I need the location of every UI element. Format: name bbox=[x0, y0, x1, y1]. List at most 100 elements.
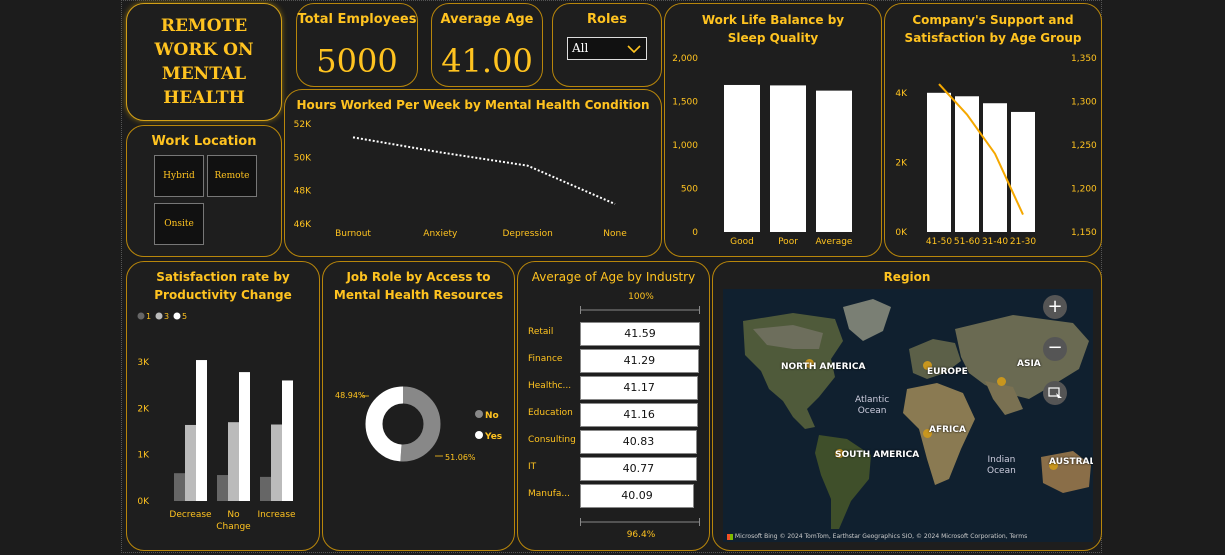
industry-label: Manufa... bbox=[528, 489, 570, 499]
hours-x-tick: None bbox=[603, 229, 627, 239]
support-chart-title: Company's Support and Satisfaction by Ag… bbox=[904, 13, 1082, 45]
prod-bar bbox=[217, 475, 228, 501]
region-bubble-asia[interactable] bbox=[997, 377, 1006, 386]
support-bar bbox=[955, 96, 979, 232]
industry-bar: 40.77 bbox=[580, 457, 697, 481]
map-label-atlantic-ocean: Atlantic Ocean bbox=[855, 395, 890, 416]
industry-label: Education bbox=[528, 408, 573, 418]
industry-bottom-scale bbox=[580, 518, 700, 526]
region-bubble-africa[interactable] bbox=[923, 429, 932, 438]
roles-dropdown[interactable]: All bbox=[567, 37, 647, 60]
sleep-bar bbox=[724, 84, 760, 232]
world-map bbox=[723, 289, 1093, 542]
donut-chart-card: Job Role by Access to Mental Health Reso… bbox=[322, 261, 515, 551]
prod-bar bbox=[239, 372, 250, 501]
productivity-chart-title: Satisfaction rate by Productivity Change bbox=[154, 270, 292, 302]
location-option-remote[interactable]: Remote bbox=[207, 155, 257, 197]
plus-icon: + bbox=[1047, 296, 1063, 317]
prod-y-tick: 2K bbox=[137, 404, 150, 414]
sleep-bar-chart: 0 500 1,000 1,500 2,000 Good Poor Average bbox=[672, 54, 853, 247]
donut-legend-dot bbox=[475, 431, 483, 439]
donut-chart-title: Job Role by Access to Mental Health Reso… bbox=[333, 270, 504, 302]
hours-chart-card: Hours Worked Per Week by Mental Health C… bbox=[284, 89, 662, 257]
minus-icon: − bbox=[1047, 337, 1063, 358]
hours-x-tick: Depression bbox=[503, 229, 553, 239]
support-bar bbox=[927, 92, 951, 232]
map-label-africa: AFRICA bbox=[929, 425, 966, 435]
roles-label: Roles bbox=[587, 12, 627, 27]
industry-bar: 41.29 bbox=[580, 349, 699, 373]
support-chart-card: Company's Support and Satisfaction by Ag… bbox=[884, 3, 1102, 257]
prod-bar bbox=[271, 424, 282, 501]
industry-label: IT bbox=[528, 462, 537, 472]
support-x-tick: 21-30 bbox=[1010, 237, 1036, 247]
map-attribution: Microsoft Bing © 2024 TomTom, Earthstar … bbox=[727, 533, 1027, 540]
dashboard-canvas: REMOTE WORK ON MENTAL HEALTH Total Emplo… bbox=[121, 0, 1102, 553]
map-attribution-text: © 2024 TomTom, Earthstar Geographics SIO… bbox=[779, 533, 1028, 540]
industry-bar: 41.16 bbox=[580, 403, 699, 427]
support-x-tick: 31-40 bbox=[982, 237, 1008, 247]
region-map-title: Region bbox=[883, 270, 931, 284]
support-y2-tick: 1,150 bbox=[1071, 228, 1097, 238]
support-y2-tick: 1,350 bbox=[1071, 54, 1097, 64]
work-location-card: Work Location Hybrid Remote Onsite bbox=[126, 125, 282, 257]
sleep-chart-card: Work Life Balance by Sleep Quality 0 500 1… bbox=[664, 3, 882, 257]
location-option-hybrid[interactable]: Hybrid bbox=[154, 155, 204, 197]
sleep-y-tick: 1,000 bbox=[672, 141, 698, 151]
dashboard-title: REMOTE WORK ON MENTAL HEALTH bbox=[154, 16, 254, 108]
microsoft-logo-icon bbox=[727, 533, 733, 540]
support-y2-tick: 1,250 bbox=[1071, 141, 1097, 151]
sleep-x-tick: Good bbox=[730, 237, 754, 247]
roles-slicer-card: Roles All bbox=[552, 3, 662, 87]
donut-legend-dot bbox=[475, 410, 483, 418]
industry-chart-card: Average of Age by Industry 100% Retail 41… bbox=[517, 261, 710, 551]
region-bubble-south-america[interactable] bbox=[835, 449, 844, 458]
hours-x-tick: Anxiety bbox=[423, 229, 458, 239]
region-bubble-australia[interactable] bbox=[1049, 461, 1058, 470]
prod-x-tick: Decrease bbox=[169, 510, 212, 520]
industry-bar: 41.59 bbox=[580, 322, 700, 346]
total-employees-card: Total Employees 5000 bbox=[296, 3, 418, 87]
hours-y-tick: 48K bbox=[294, 187, 312, 197]
support-y-tick: 0K bbox=[895, 228, 908, 238]
prod-y-tick: 3K bbox=[137, 358, 150, 368]
zoom-out-button[interactable]: − bbox=[1043, 337, 1067, 361]
sleep-y-tick: 0 bbox=[692, 228, 698, 238]
hours-chart-title: Hours Worked Per Week by Mental Health C… bbox=[296, 98, 650, 112]
sleep-bar bbox=[770, 85, 806, 232]
region-map[interactable]: NORTH AMERICA EUROPE ASIA AFRICA SOUTH A… bbox=[723, 289, 1093, 542]
region-bubble-north-america[interactable] bbox=[805, 359, 814, 368]
donut-label-no: 51.06% bbox=[445, 453, 476, 462]
map-label-south-america: SOUTH AMERICA bbox=[835, 450, 920, 460]
sleep-y-tick: 500 bbox=[681, 185, 698, 195]
donut-legend-label: No bbox=[485, 411, 499, 421]
industry-chart-title: Average of Age by Industry bbox=[531, 270, 696, 284]
hours-y-tick: 50K bbox=[294, 153, 312, 163]
support-y-tick: 4K bbox=[895, 89, 908, 99]
industry-bar: 40.09 bbox=[580, 484, 694, 508]
hours-line-chart: 46K 48K 50K 52K Burnout Anxiety Depression None bbox=[294, 120, 628, 239]
support-bar bbox=[1011, 111, 1035, 232]
prod-x-tick: Change bbox=[216, 522, 251, 532]
select-region-button[interactable] bbox=[1043, 381, 1067, 405]
map-label-europe: EUROPE bbox=[927, 367, 968, 377]
sleep-x-tick: Average bbox=[816, 237, 853, 247]
hours-x-tick: Burnout bbox=[335, 229, 371, 239]
map-label-australia: AUSTRALIA bbox=[1049, 457, 1093, 467]
legend-label: 3 bbox=[164, 312, 169, 321]
map-attribution-brand: Microsoft Bing bbox=[734, 533, 778, 540]
selection-icon bbox=[1048, 387, 1062, 401]
support-y-tick: 2K bbox=[895, 158, 908, 168]
prod-y-tick: 1K bbox=[137, 451, 150, 461]
industry-top-label: 100% bbox=[628, 292, 654, 302]
location-option-onsite[interactable]: Onsite bbox=[154, 203, 204, 245]
industry-row: Consulting 40.83 bbox=[528, 430, 704, 454]
zoom-in-button[interactable]: + bbox=[1043, 295, 1067, 319]
region-bubble-europe[interactable] bbox=[923, 361, 932, 370]
legend-dot bbox=[155, 312, 163, 320]
prod-bar bbox=[228, 422, 239, 501]
industry-row: IT 40.77 bbox=[528, 457, 704, 481]
dashboard-title-card: REMOTE WORK ON MENTAL HEALTH bbox=[126, 3, 282, 121]
donut-legend-label: Yes bbox=[484, 432, 502, 442]
industry-label: Retail bbox=[528, 327, 554, 337]
